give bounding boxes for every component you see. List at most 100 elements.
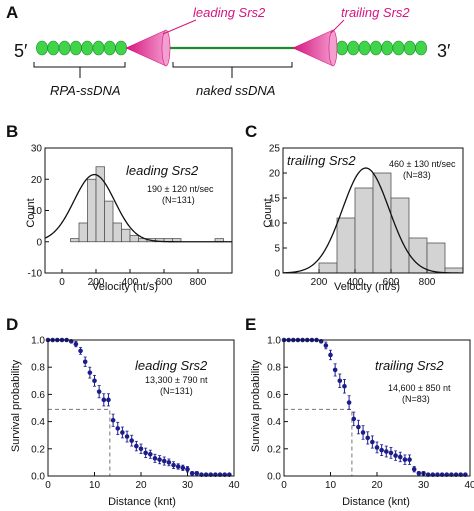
panel-c-bar (318, 262, 338, 274)
trailing-srs2-motor-face (328, 29, 338, 67)
rpa-bead (47, 40, 60, 56)
panel-e-y-tick-label: 0.2 (267, 444, 281, 455)
rpa-bead (70, 40, 82, 56)
panel-b-y-tick-label: 10 (31, 206, 43, 217)
panel-d-xlabel: Distance (knt) (108, 496, 176, 508)
panel-d-half-life-guide (48, 408, 111, 476)
panel-e-y-tick-label: 0.0 (267, 472, 281, 483)
leading-srs2-label: leading Srs2 (193, 5, 266, 20)
panel-b-ylabel: Count (25, 198, 37, 227)
panel-e-data-point (337, 378, 343, 384)
panel-b-histogram: B Velocity (nt/s) Count leading Srs2 190… (6, 122, 233, 293)
panel-d-data-point (78, 348, 83, 354)
panel-c-ylabel: Count (262, 198, 274, 227)
panel-b-bar (121, 228, 131, 243)
panel-c-histogram: C Velocity (nt/s) Count trailing Srs2 46… (245, 122, 464, 293)
panel-d-data-point (92, 378, 97, 384)
panel-c-x-tick-label: 600 (383, 277, 400, 288)
panel-d-y-tick-label: 0.4 (31, 417, 45, 428)
panel-c-gaussian-fit (283, 167, 463, 273)
rpa-bead (415, 40, 427, 56)
panel-d-annotation-mean: 13,300 ± 790 nt (145, 375, 208, 385)
panel-c-plot-frame (282, 147, 464, 274)
panel-c-bar (426, 242, 446, 274)
panel-c-bar (354, 187, 374, 274)
rpa-bead (81, 40, 94, 56)
rpa-bead (358, 40, 371, 56)
panel-c-bar (372, 172, 392, 274)
rpa-bead (36, 40, 48, 56)
panel-d-data-point (185, 466, 190, 472)
panel-d-annotation-n: (N=131) (160, 386, 193, 396)
panel-d-series-label: leading Srs2 (135, 358, 208, 373)
panel-e-data-point (407, 457, 412, 462)
panel-e-data-point (374, 445, 380, 450)
panel-c-annotation-n: (N=83) (403, 170, 431, 180)
panel-b-x-tick-label: 400 (122, 277, 139, 288)
panel-c-y-tick-label: 15 (269, 194, 281, 205)
panel-b-annotation-n: (N=131) (162, 195, 195, 205)
panel-d-data-point (161, 458, 167, 464)
panel-e-data-point (370, 439, 375, 445)
panel-b-y-tick-label: 20 (31, 175, 43, 186)
panel-e-data-point (411, 466, 417, 472)
panel-b-bar (70, 238, 80, 243)
panel-c-xlabel: Velocity (nt/s) (334, 281, 400, 293)
panel-b-annotation-mean: 190 ± 120 nt/sec (147, 184, 214, 194)
rpa-bead (392, 40, 405, 56)
panel-b-letter: B (6, 122, 18, 141)
panel-d-y-tick-label: 0.8 (31, 363, 45, 374)
panel-d-x-tick-label: 30 (182, 480, 194, 491)
panel-d-data-point (180, 465, 186, 471)
panel-e-annotation-n: (N=83) (402, 394, 430, 404)
rpa-bead (103, 40, 116, 56)
panel-c-y-tick-label: 20 (269, 169, 281, 180)
panel-d-x-tick-label: 0 (45, 480, 51, 491)
panel-b-x-tick-label: 200 (88, 277, 105, 288)
panel-b-bars (70, 166, 224, 243)
panel-d-data-point (175, 464, 181, 469)
panel-e-y-tick-label: 1.0 (267, 336, 281, 347)
leading-srs2-motor-face (161, 29, 171, 67)
rpa-bead (92, 40, 105, 56)
panel-e-data-point (328, 352, 333, 358)
panel-d-data-point (157, 457, 162, 462)
panel-d-y-tick-label: 0.6 (31, 390, 45, 401)
panel-a-schematic: A 5′ 3′ leading Srs2 trailing Srs2 RPA-s… (6, 3, 451, 98)
panel-d-data-point (82, 359, 88, 365)
panel-b-y-tick-label: -10 (28, 269, 43, 280)
panel-e-points (281, 337, 468, 477)
rpa-bead (403, 40, 416, 56)
panel-c-y-tick-label: 5 (274, 244, 280, 255)
panel-e-data-point (384, 449, 389, 454)
panel-b-gaussian-fit (45, 173, 232, 243)
panel-b-y-tick-label: 0 (36, 237, 42, 248)
panel-d-data-point (189, 470, 195, 476)
panel-d-data-point (194, 470, 200, 476)
panel-e-data-point (332, 367, 338, 373)
rpa-bead (347, 40, 360, 56)
panel-b-x-tick-label: 600 (156, 277, 173, 288)
panel-c-x-tick-label: 400 (347, 277, 364, 288)
panel-d-data-point (148, 451, 153, 457)
panel-e-data-point (346, 400, 352, 405)
panel-e-data-point (393, 453, 398, 458)
panel-e-annotation-mean: 14,600 ± 850 nt (388, 383, 451, 393)
panel-e-data-point (388, 450, 394, 456)
rpa-bead (369, 40, 382, 56)
panel-c-bars (318, 172, 464, 274)
panel-e-y-tick-label: 0.4 (267, 417, 281, 428)
panel-b-bar (104, 200, 114, 243)
panel-d-data-point (101, 397, 107, 403)
rpa-bead (336, 40, 348, 56)
panel-e-data-point (379, 447, 384, 453)
panel-e-data-point (402, 457, 408, 462)
panel-d-data-point (134, 443, 139, 449)
panel-e-y-tick-label: 0.6 (267, 390, 281, 401)
five-prime-label: 5′ (14, 41, 28, 61)
panel-e-x-tick-label: 20 (371, 480, 383, 491)
panel-d-data-point (138, 446, 144, 452)
panel-d-y-tick-label: 0.0 (31, 472, 45, 483)
panel-e-data-point (397, 454, 403, 460)
naked-ssdna-label: naked ssDNA (196, 83, 275, 98)
